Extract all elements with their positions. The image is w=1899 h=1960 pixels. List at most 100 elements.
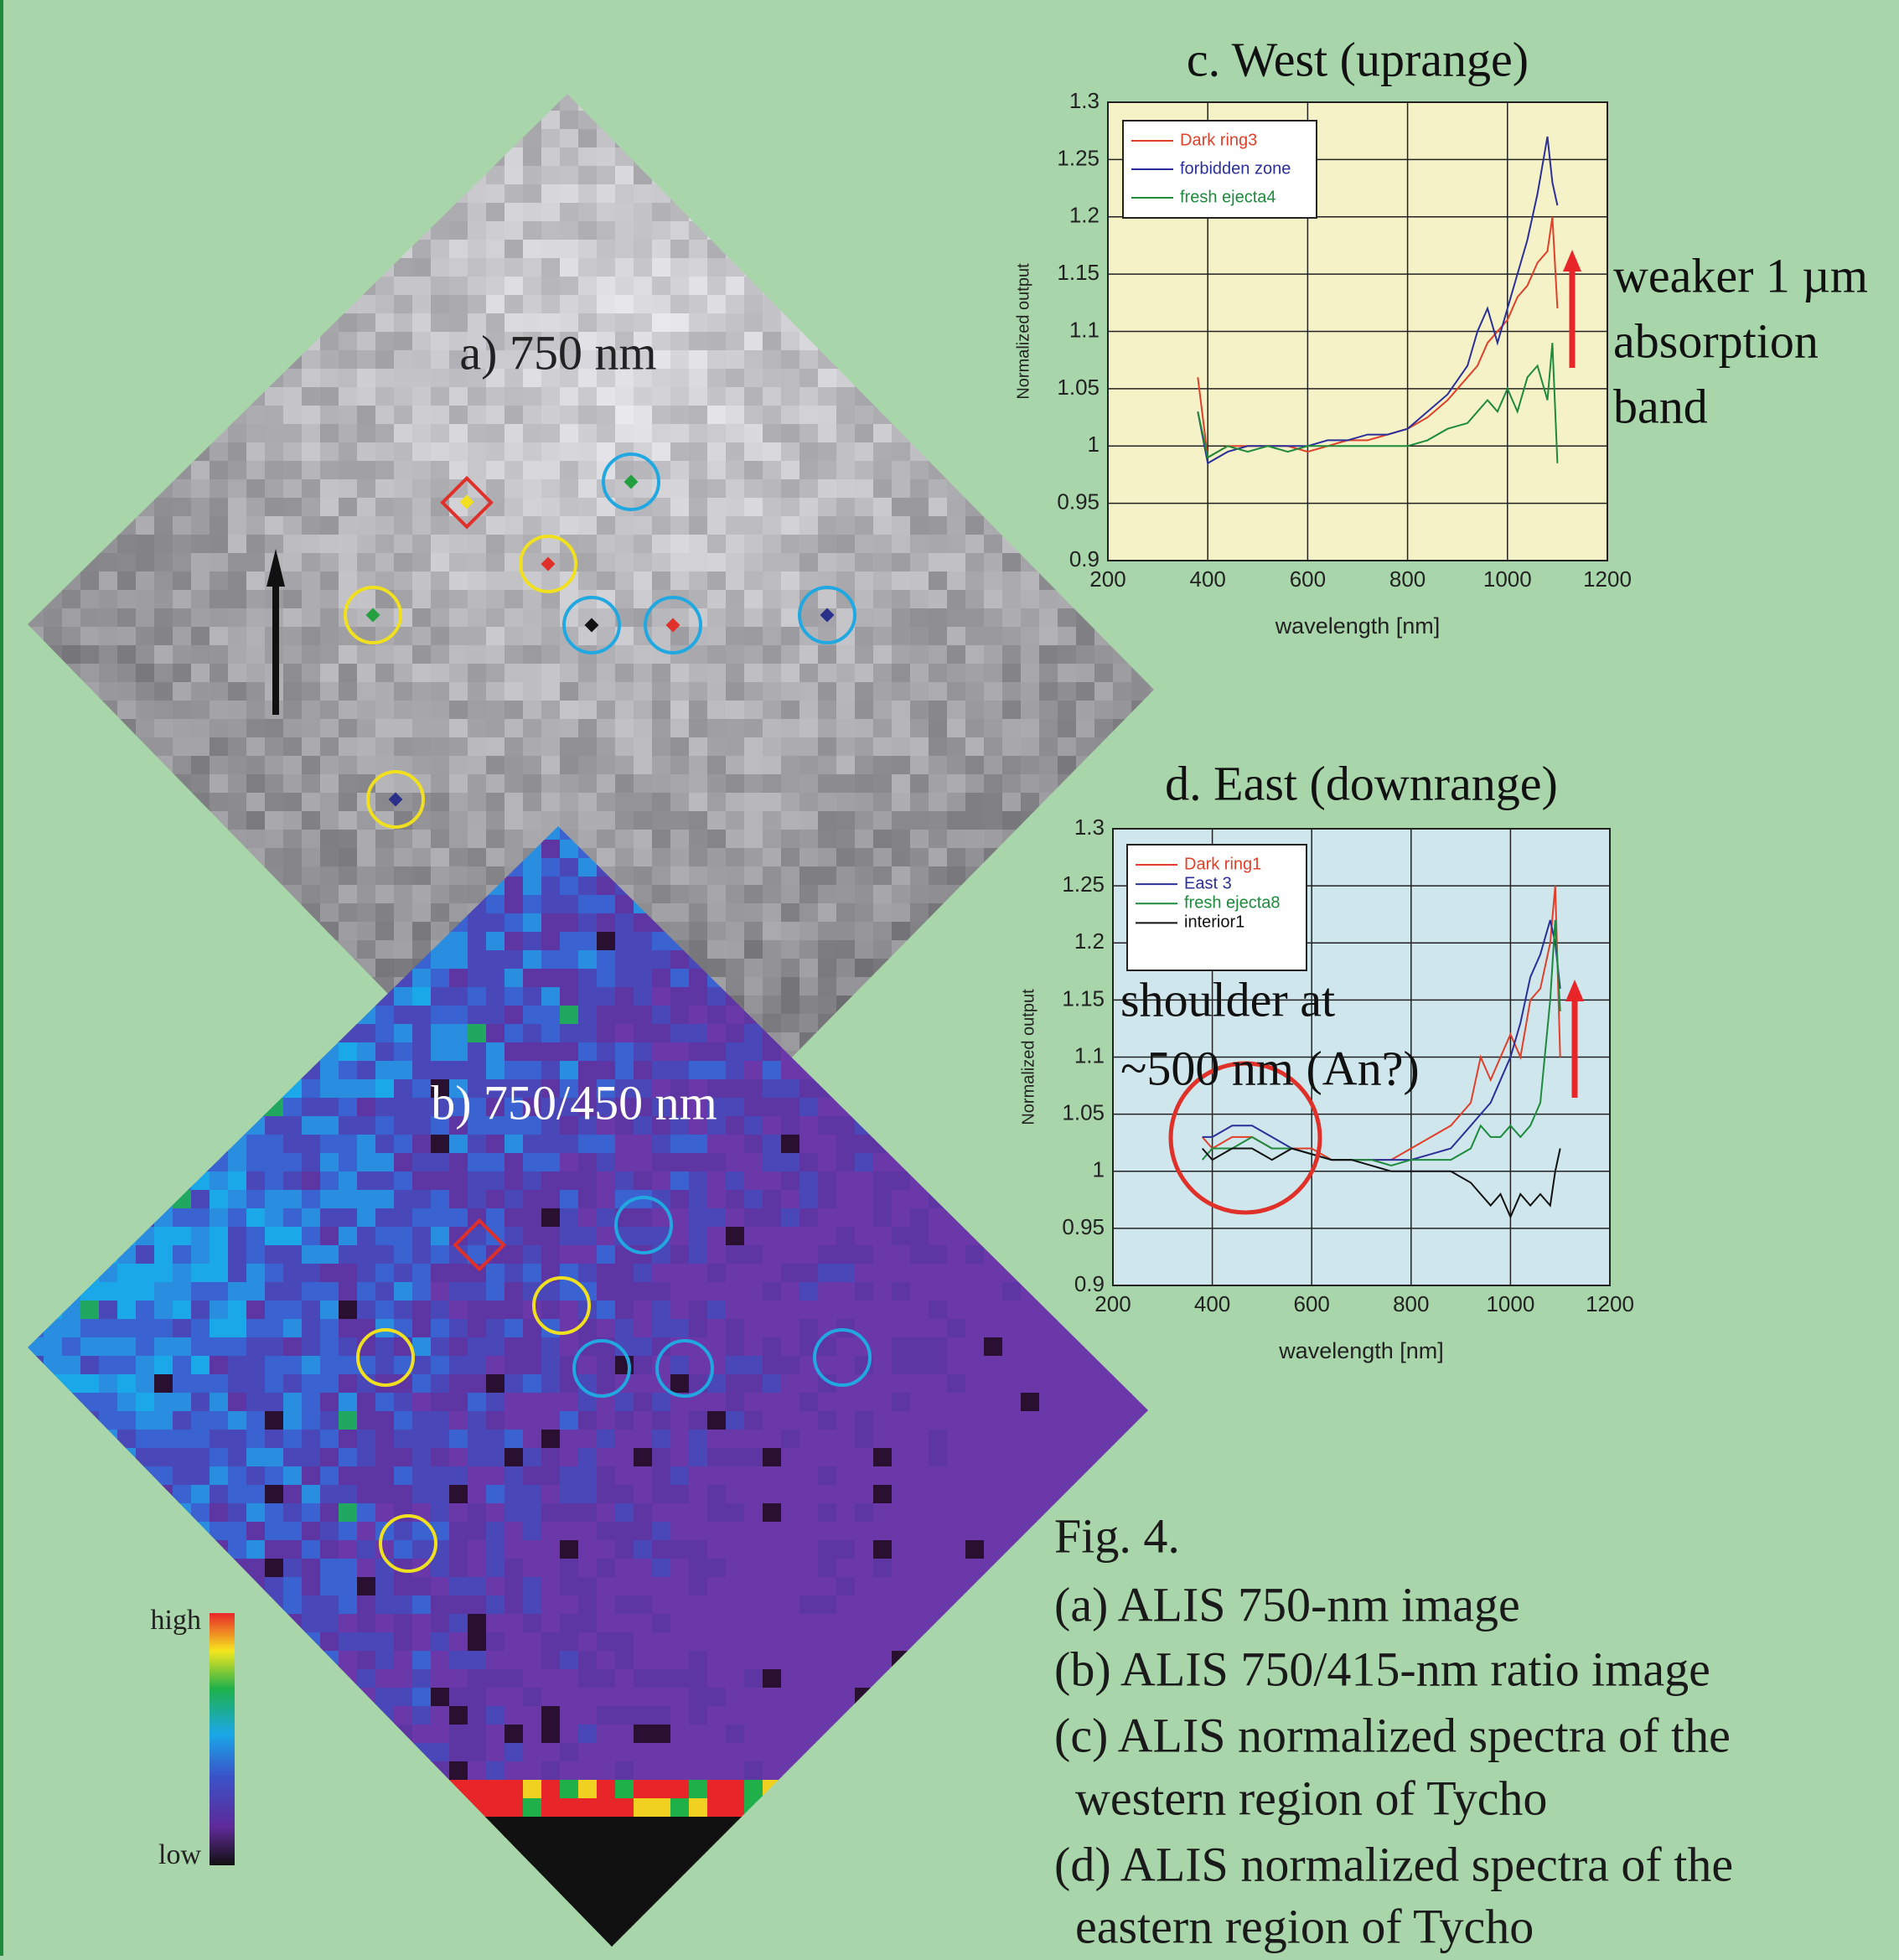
pixel — [246, 682, 266, 701]
pixel — [910, 866, 929, 886]
pixel — [320, 1301, 339, 1320]
pixel — [117, 406, 137, 425]
pixel — [44, 1725, 63, 1744]
pixel — [541, 203, 561, 222]
pixel — [652, 737, 671, 757]
pixel — [910, 737, 929, 757]
pixel — [62, 516, 81, 535]
pixel — [173, 877, 192, 896]
pixel — [412, 885, 432, 904]
pixel — [339, 1540, 358, 1559]
pixel — [560, 203, 579, 222]
pixel — [1002, 959, 1022, 978]
pixel — [836, 866, 856, 886]
pixel — [44, 1854, 63, 1873]
pixel — [265, 1301, 284, 1320]
pixel — [394, 608, 413, 628]
pixel — [154, 258, 173, 277]
pixel — [154, 92, 173, 111]
pixel — [1113, 701, 1132, 720]
pixel — [154, 147, 173, 167]
pixel — [173, 1927, 192, 1947]
pixel — [154, 1088, 173, 1107]
pixel — [117, 1337, 137, 1357]
pixel — [505, 774, 524, 794]
pixel — [1039, 442, 1058, 462]
pixel — [117, 1688, 137, 1707]
pixel — [984, 442, 1003, 462]
pixel — [597, 830, 616, 849]
pixel — [283, 1651, 303, 1670]
pixel — [99, 1927, 118, 1947]
pixel — [136, 858, 155, 877]
pixel — [1076, 1180, 1095, 1199]
pixel — [615, 240, 634, 259]
pixel — [191, 950, 210, 970]
pixel — [99, 166, 118, 185]
pixel — [449, 258, 468, 277]
pixel — [62, 1817, 81, 1836]
pixel — [375, 516, 395, 535]
pixel — [670, 885, 690, 904]
pixel — [1113, 627, 1132, 646]
pixel — [892, 461, 911, 480]
pixel — [246, 1466, 266, 1486]
pixel — [947, 903, 966, 923]
pixel — [375, 240, 395, 259]
pixel — [357, 313, 376, 333]
pixel — [929, 111, 948, 130]
pixel — [136, 940, 155, 959]
pixel — [320, 111, 339, 130]
pixel — [246, 1098, 266, 1117]
pixel — [468, 258, 487, 277]
pixel — [80, 821, 100, 840]
pixel — [744, 516, 763, 535]
pixel — [283, 645, 303, 665]
pixel — [154, 895, 173, 914]
pixel — [283, 1725, 303, 1744]
pixel — [173, 1282, 192, 1301]
pixel — [799, 959, 819, 978]
pixel — [707, 793, 727, 812]
pixel — [1021, 701, 1040, 720]
pixel — [707, 479, 727, 499]
pixel — [929, 442, 948, 462]
pixel — [412, 166, 432, 185]
pixel — [302, 553, 321, 572]
pixel — [541, 461, 561, 480]
pixel — [265, 1909, 284, 1928]
pixel — [468, 461, 487, 480]
pixel — [173, 1190, 192, 1209]
pixel — [339, 203, 358, 222]
pixel — [228, 1485, 247, 1504]
pixel — [191, 1466, 210, 1486]
pixel — [892, 682, 911, 701]
pixel — [431, 166, 450, 185]
pixel — [449, 774, 468, 794]
pixel — [246, 1927, 266, 1947]
pixel — [191, 1079, 210, 1099]
pixel — [799, 756, 819, 775]
pixel — [947, 1125, 966, 1144]
pixel — [1002, 535, 1022, 554]
pixel — [763, 608, 782, 628]
pixel — [99, 240, 118, 259]
pixel — [947, 424, 966, 443]
pixel — [818, 387, 837, 406]
pixel — [44, 903, 63, 923]
pixel — [578, 719, 598, 738]
pixel — [99, 950, 118, 970]
pixel — [799, 645, 819, 665]
pixel — [634, 258, 653, 277]
pixel — [302, 756, 321, 775]
pixel — [394, 129, 413, 148]
pixel — [283, 424, 303, 443]
pixel — [597, 147, 616, 167]
pixel — [25, 645, 44, 665]
pixel — [62, 756, 81, 775]
pixel — [210, 830, 229, 849]
pixel — [173, 821, 192, 840]
pixel — [80, 240, 100, 259]
pixel — [173, 1909, 192, 1928]
pixel — [560, 111, 579, 130]
